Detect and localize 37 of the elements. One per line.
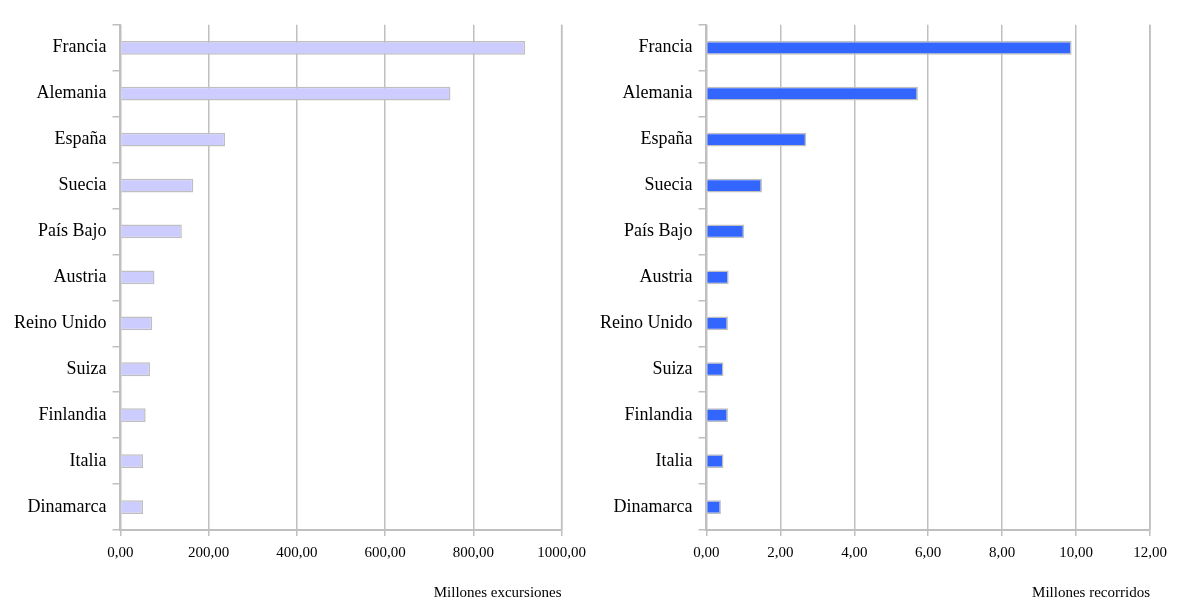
y-tick-label: Suiza <box>66 357 107 378</box>
x-tick-label: 600,00 <box>364 543 406 560</box>
y-tick-label: España <box>640 128 693 149</box>
y-tick-label: Italia <box>69 449 107 470</box>
y-tick-label: Suiza <box>652 357 693 378</box>
x-tick-label: 0,00 <box>107 543 134 560</box>
y-tick-label: Dinamarca <box>27 495 107 516</box>
x-tick-label: 12,00 <box>1133 543 1167 560</box>
y-tick-label: Dinamarca <box>613 495 693 516</box>
x-tick-label: 8,00 <box>989 543 1016 560</box>
x-tick-label: 0,00 <box>693 543 720 560</box>
y-tick-label: Reino Unido <box>14 312 107 333</box>
y-tick-label: Alemania <box>36 82 107 103</box>
y-tick-label: Italia <box>655 449 693 470</box>
x-tick-label: 1000,00 <box>537 543 586 560</box>
y-tick-label: Austria <box>639 266 693 287</box>
x-tick-label: 200,00 <box>188 543 230 560</box>
y-tick-label: Francia <box>638 36 693 57</box>
y-tick-label: Austria <box>53 266 107 287</box>
y-tick-label: Francia <box>52 36 107 57</box>
x-tick-label: 6,00 <box>915 543 942 560</box>
x-tick-label: 400,00 <box>276 543 318 560</box>
y-tick-label: Reino Unido <box>600 312 693 333</box>
y-tick-label: Finlandia <box>38 403 107 424</box>
x-axis-title: Millones recorridos <box>1032 583 1151 600</box>
x-tick-label: 10,00 <box>1059 543 1093 560</box>
y-tick-label: País Bajo <box>37 220 107 241</box>
y-tick-label: Finlandia <box>624 403 693 424</box>
x-axis-title: Millones excursiones <box>433 583 562 600</box>
x-tick-label: 2,00 <box>767 543 794 560</box>
y-tick-label: Suecia <box>58 174 107 195</box>
y-tick-label: España <box>54 128 107 149</box>
y-tick-label: Suecia <box>644 174 693 195</box>
x-tick-label: 4,00 <box>841 543 868 560</box>
y-tick-label: Alemania <box>622 82 693 103</box>
x-tick-label: 800,00 <box>452 543 495 560</box>
y-tick-label: País Bajo <box>623 220 693 241</box>
